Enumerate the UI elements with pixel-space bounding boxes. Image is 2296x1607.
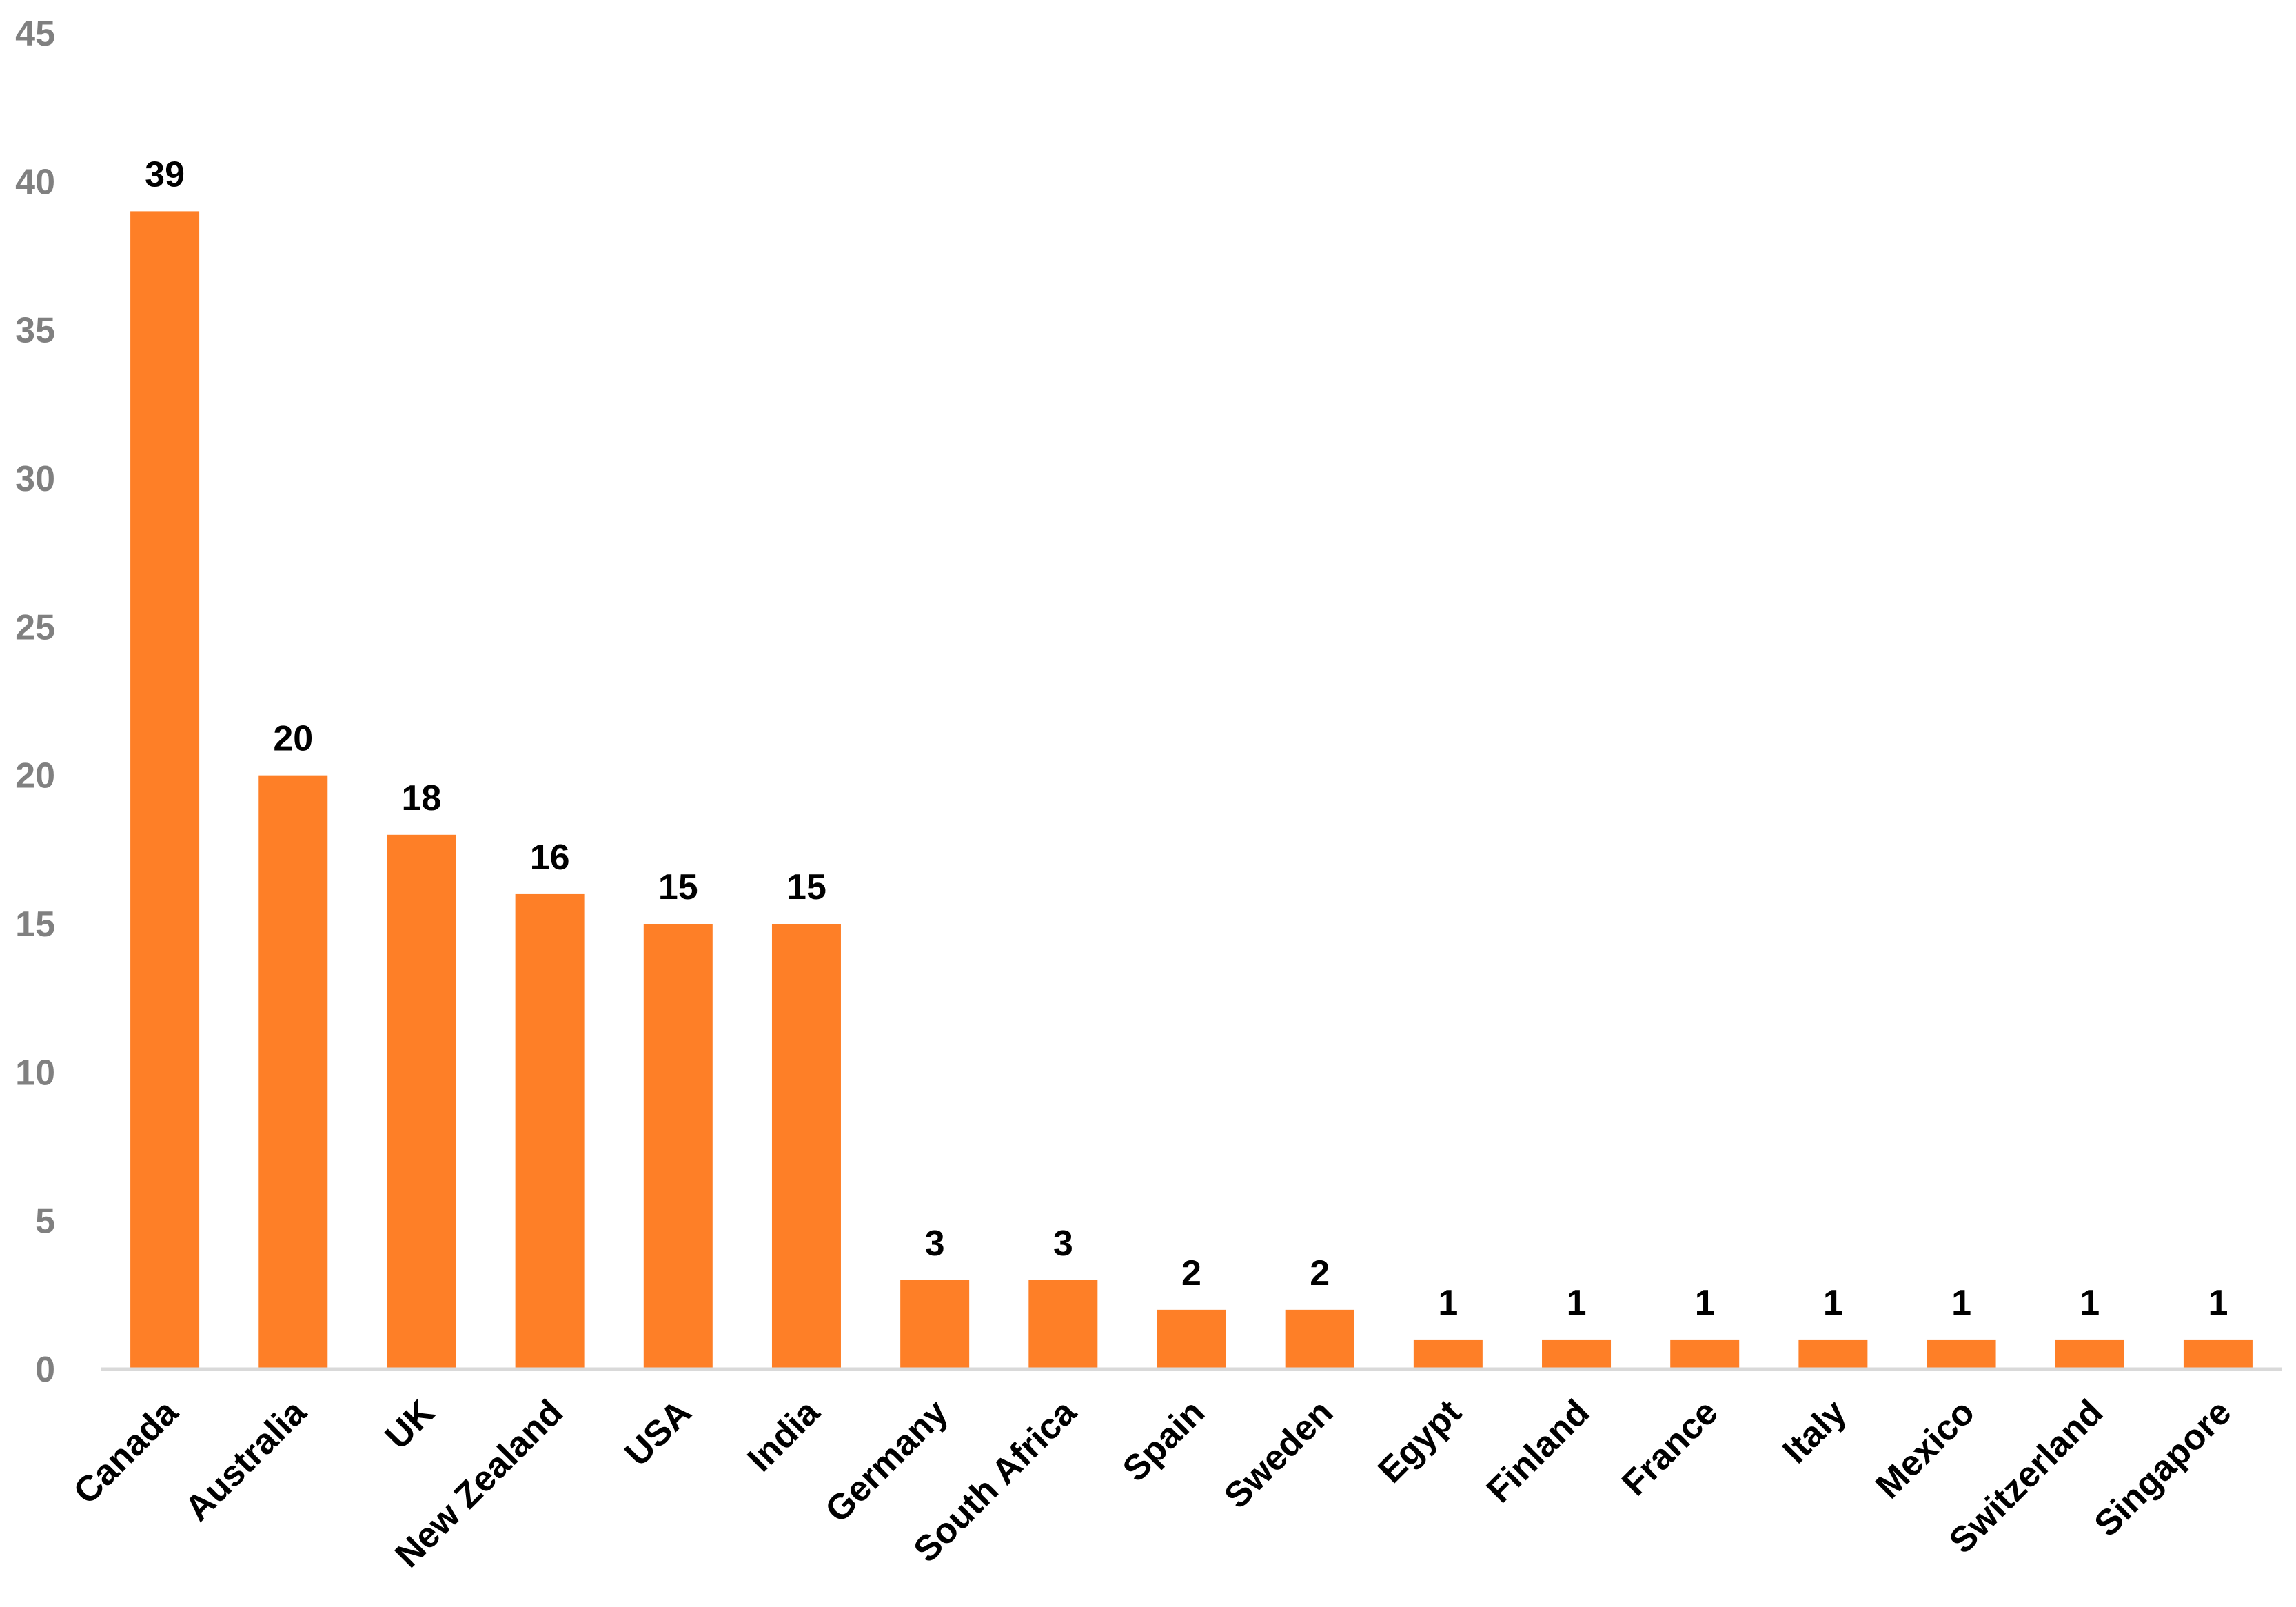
x-tick-label: France [1614,1392,1726,1504]
data-label: 15 [786,867,826,907]
bar [387,834,456,1369]
y-tick-label: 0 [35,1350,55,1390]
x-tick-label: Australia [177,1392,314,1529]
x-tick-label: Sweden [1217,1392,1341,1516]
x-tick-label: Germany [817,1392,955,1530]
bar [1670,1339,1740,1369]
y-tick-label: 35 [15,311,55,351]
bar [1413,1339,1483,1369]
x-tick-label: UK [378,1392,443,1457]
data-label: 1 [1951,1283,1971,1323]
data-label: 1 [1823,1283,1843,1323]
bar [1798,1339,1868,1369]
data-label: 3 [1053,1224,1073,1264]
data-label: 39 [145,154,185,194]
bar [2183,1339,2253,1369]
bar [258,775,328,1369]
bar [1157,1309,1226,1369]
bar [515,893,585,1369]
bar [130,211,200,1369]
x-tick-label: Finland [1479,1392,1598,1510]
y-tick-label: 5 [35,1202,55,1242]
bar-series [130,211,2253,1369]
data-label: 16 [530,838,570,878]
x-tick-label: India [740,1392,829,1480]
bar [1927,1339,1996,1369]
data-label: 18 [402,778,442,818]
y-tick-label: 20 [15,756,55,796]
x-tick-label: Egypt [1370,1392,1469,1490]
y-tick-label: 45 [15,14,55,54]
y-tick-label: 40 [15,162,55,202]
x-tick-label: USA [618,1392,700,1474]
data-label: 1 [1438,1283,1458,1323]
y-tick-label: 10 [15,1053,55,1093]
x-tick-label: Italy [1775,1392,1854,1471]
data-label: 1 [1567,1283,1587,1323]
bar [1285,1309,1354,1369]
bar [1542,1339,1612,1369]
bar [2055,1339,2124,1369]
y-tick-label: 25 [15,607,55,647]
bar [771,924,841,1369]
data-label: 1 [2208,1283,2228,1323]
bar [1028,1280,1098,1369]
y-tick-label: 30 [15,459,55,499]
data-label: 2 [1181,1253,1201,1293]
y-axis-tick-labels: 0 5 10 15 20 25 30 35 40 45 [15,14,55,1390]
bar [643,924,713,1369]
x-tick-label: Spain [1115,1392,1212,1489]
bar [900,1280,970,1369]
x-tick-label: Mexico [1868,1392,1982,1506]
data-label: 1 [1695,1283,1715,1323]
data-label: 1 [2080,1283,2100,1323]
data-label: 15 [658,867,698,907]
x-tick-label: Singapore [2087,1392,2239,1544]
data-label: 2 [1310,1253,1330,1293]
y-tick-label: 15 [15,904,55,944]
data-labels: 39 20 18 16 15 15 3 3 2 2 1 1 1 1 1 1 1 [145,154,2228,1323]
x-tick-label: Canada [66,1392,187,1513]
data-label: 20 [273,719,313,759]
data-label: 3 [925,1224,945,1264]
